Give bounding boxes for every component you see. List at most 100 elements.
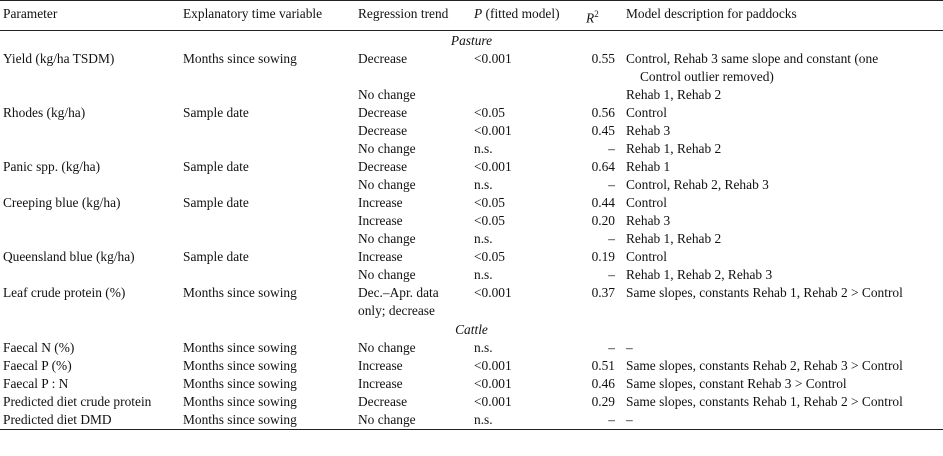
cell-description-line: Control, Rehab 2, Rehab 3: [626, 177, 769, 193]
cell-p-line: <0.001: [474, 376, 512, 392]
cell-trend: Decrease: [355, 122, 471, 140]
cell-p-line: <0.05: [474, 249, 505, 265]
cell-time-variable: Months since sowing: [180, 375, 355, 393]
cell-p-line: <0.001: [474, 394, 512, 410]
cell-time-variable: Sample date: [180, 158, 355, 176]
cell-description-line: Rehab 3: [626, 123, 671, 139]
header-r2-symbol: R: [586, 10, 595, 26]
cell-time-variable: Months since sowing: [180, 339, 355, 357]
cell-description-line: Same slopes, constant Rehab 3 > Control: [626, 376, 847, 392]
cell-parameter: Leaf crude protein (%): [0, 284, 180, 320]
cell-r2-line: –: [608, 412, 615, 428]
table-row: Decrease <0.001 0.45 Rehab 3: [0, 122, 943, 140]
cell-r2: –: [583, 411, 623, 430]
cell-trend-line: Decrease: [358, 123, 408, 139]
cell-parameter: Creeping blue (kg/ha): [0, 194, 180, 212]
cell-description-line: Rehab 1, Rehab 2: [626, 231, 722, 247]
cell-parameter: [0, 266, 180, 284]
cell-r2-line: 0.29: [591, 394, 615, 410]
cell-time-variable-line: Sample date: [183, 249, 249, 265]
cell-r2: 0.46: [583, 375, 623, 393]
cell-r2-line: 0.55: [591, 51, 615, 67]
cell-description: Same slopes, constants Rehab 1, Rehab 2 …: [623, 393, 943, 411]
section-title: Cattle: [455, 322, 488, 338]
cell-description-line: Control: [626, 249, 667, 265]
cell-description: Rehab 1, Rehab 2: [623, 86, 943, 104]
cell-r2: –: [583, 176, 623, 194]
cell-p: <0.001: [471, 284, 583, 320]
cell-r2-line: 0.37: [591, 285, 615, 301]
cell-trend: Increase: [355, 357, 471, 375]
cell-trend-line: Increase: [358, 213, 403, 229]
header-r2-sup: 2: [594, 9, 599, 19]
cell-parameter: Faecal N (%): [0, 339, 180, 357]
table-header: Parameter Explanatory time variable Regr…: [0, 0, 943, 31]
cell-r2: 0.55: [583, 50, 623, 86]
cell-description-line: Same slopes, constants Rehab 1, Rehab 2 …: [626, 285, 903, 301]
cell-p: <0.001: [471, 357, 583, 375]
cell-trend: Increase: [355, 194, 471, 212]
cell-trend-line: No change: [358, 267, 416, 283]
cell-trend: Decrease: [355, 158, 471, 176]
cell-parameter: Predicted diet crude protein: [0, 393, 180, 411]
cell-description: –: [623, 339, 943, 357]
header-p-symbol: P: [474, 6, 483, 21]
cell-r2: [583, 86, 623, 104]
cell-trend: No change: [355, 230, 471, 248]
cell-p: <0.05: [471, 212, 583, 230]
cell-parameter-line: Faecal P : N: [3, 376, 69, 392]
cell-description-line: Same slopes, constants Rehab 2, Rehab 3 …: [626, 358, 903, 374]
cell-description-line: Rehab 1: [626, 159, 671, 175]
cell-trend-line: Increase: [358, 249, 403, 265]
cell-p: <0.05: [471, 104, 583, 122]
cell-description: Control: [623, 194, 943, 212]
table-row: Leaf crude protein (%) Months since sowin…: [0, 284, 943, 320]
cell-p-line: n.s.: [474, 177, 493, 193]
cell-p-line: <0.001: [474, 358, 512, 374]
table-row: Yield (kg/ha TSDM) Months since sowing Dec…: [0, 50, 943, 86]
cell-time-variable-line: Months since sowing: [183, 51, 297, 67]
cell-time-variable: [180, 176, 355, 194]
cell-trend: No change: [355, 339, 471, 357]
cell-trend-line: Increase: [358, 195, 403, 211]
cell-time-variable-line: Months since sowing: [183, 358, 297, 374]
cell-r2: 0.29: [583, 393, 623, 411]
cell-trend-line: Increase: [358, 358, 403, 374]
cell-trend-line: Decrease: [358, 51, 408, 67]
cell-time-variable: Sample date: [180, 104, 355, 122]
cell-description: Rehab 1: [623, 158, 943, 176]
cell-time-variable: [180, 122, 355, 140]
table-row: No change n.s. – Rehab 1, Rehab 2: [0, 140, 943, 158]
cell-parameter: [0, 122, 180, 140]
cell-p: <0.001: [471, 393, 583, 411]
table-row: Faecal P (%) Months since sowing Increase <…: [0, 357, 943, 375]
cell-p: n.s.: [471, 339, 583, 357]
cell-parameter-line: Leaf crude protein (%): [3, 285, 126, 301]
table-row: No change n.s. – Rehab 1, Rehab 2, Rehab 3: [0, 266, 943, 284]
cell-time-variable-line: Months since sowing: [183, 412, 297, 428]
cell-r2-line: –: [608, 141, 615, 157]
cell-time-variable: [180, 140, 355, 158]
table-row: Increase <0.05 0.20 Rehab 3: [0, 212, 943, 230]
cell-parameter-line: Queensland blue (kg/ha): [3, 249, 135, 265]
cell-trend-line: Increase: [358, 376, 403, 392]
cell-time-variable: Sample date: [180, 248, 355, 266]
cell-r2: 0.56: [583, 104, 623, 122]
header-r2: R2: [583, 1, 623, 31]
cell-trend-line-2: only; decrease: [358, 303, 435, 319]
cell-r2: 0.37: [583, 284, 623, 320]
header-parameter: Parameter: [3, 6, 58, 21]
cell-trend-line: No change: [358, 177, 416, 193]
table-row: Faecal P : N Months since sowing Increase <…: [0, 375, 943, 393]
cell-r2-line: 0.44: [591, 195, 615, 211]
cell-trend: No change: [355, 86, 471, 104]
cell-description: Rehab 3: [623, 212, 943, 230]
cell-parameter: Yield (kg/ha TSDM): [0, 50, 180, 86]
cell-trend-line: Decrease: [358, 105, 408, 121]
cell-trend: No change: [355, 266, 471, 284]
cell-time-variable: Months since sowing: [180, 50, 355, 86]
header-p: P (fitted model): [471, 1, 583, 31]
cell-parameter-line: Yield (kg/ha TSDM): [3, 51, 115, 67]
cell-p-line: n.s.: [474, 412, 493, 428]
cell-trend-line: Decrease: [358, 394, 408, 410]
